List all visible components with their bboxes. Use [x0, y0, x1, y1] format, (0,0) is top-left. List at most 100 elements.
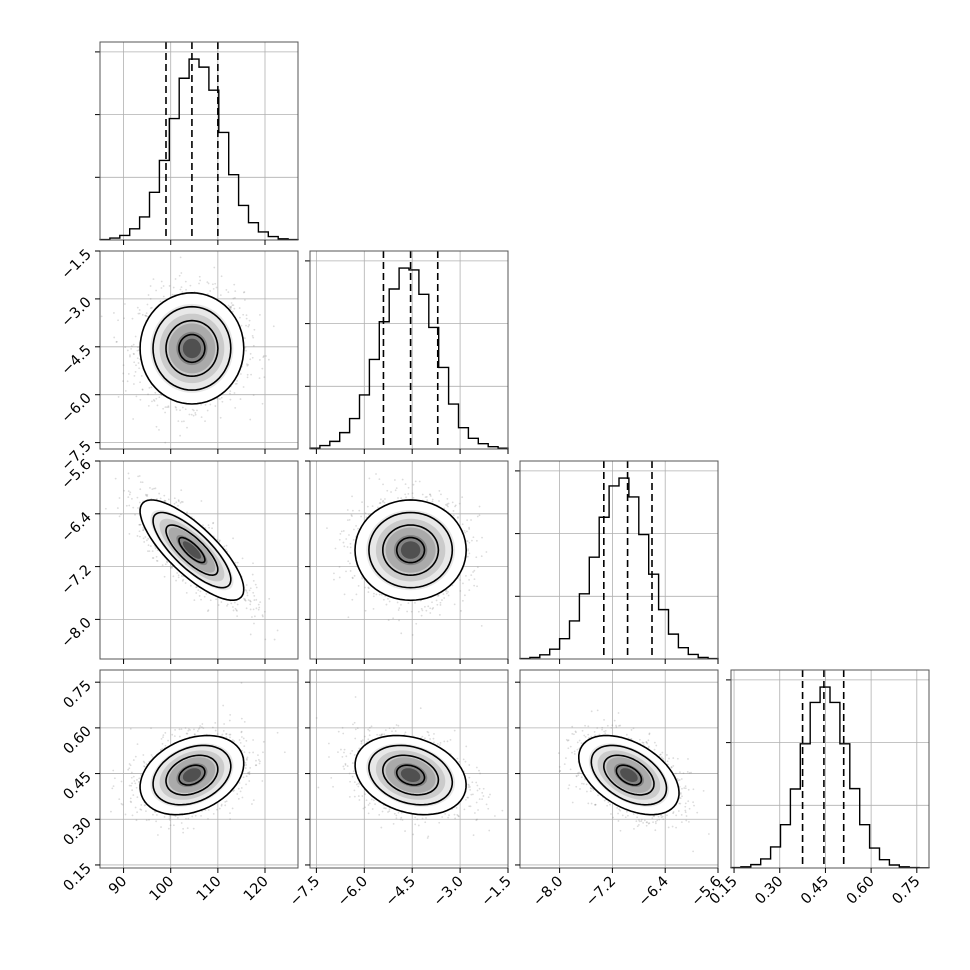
scatter-point — [117, 319, 119, 322]
scatter-point — [464, 594, 466, 597]
scatter-point — [261, 614, 264, 617]
scatter-point — [348, 534, 350, 536]
scatter-point — [411, 492, 414, 495]
scatter-point — [214, 405, 217, 407]
scatter-point — [138, 523, 141, 526]
scatter-point — [349, 570, 352, 572]
scatter-point — [155, 559, 158, 562]
scatter-point — [156, 404, 159, 407]
scatter-point — [239, 316, 241, 319]
scatter-point — [481, 536, 483, 539]
scatter-point — [445, 590, 447, 593]
scatter-point — [259, 601, 262, 604]
scatter-point — [243, 597, 245, 600]
scatter-point — [193, 599, 196, 602]
scatter-point — [156, 549, 159, 552]
scatter-point — [245, 584, 248, 586]
scatter-point — [340, 530, 343, 533]
scatter-point — [349, 546, 352, 549]
scatter-point — [175, 408, 178, 411]
scatter-point — [421, 493, 424, 496]
scatter-point — [234, 561, 237, 564]
scatter-point — [204, 420, 206, 423]
scatter-point — [174, 278, 177, 280]
scatter-point — [235, 609, 238, 611]
scatter-point — [339, 532, 342, 535]
density-panel-0-1 — [99, 250, 299, 450]
density-panel-1-2 — [309, 460, 509, 660]
scatter-point — [122, 372, 125, 375]
scatter-point — [386, 489, 389, 492]
scatter-point — [189, 584, 192, 587]
scatter-point — [135, 364, 137, 367]
scatter-point — [427, 605, 430, 608]
scatter-point — [440, 493, 442, 496]
scatter-point — [378, 593, 381, 596]
scatter-point — [167, 498, 170, 501]
scatter-point — [155, 425, 158, 428]
scatter-point — [410, 610, 413, 613]
scatter-point — [149, 297, 152, 300]
scatter-point — [346, 519, 349, 521]
scatter-point — [168, 285, 171, 287]
scatter-point — [220, 396, 223, 399]
scatter-point — [136, 496, 139, 499]
scatter-point — [232, 304, 235, 307]
scatter-point — [158, 396, 161, 399]
scatter-point — [464, 531, 467, 534]
scatter-point — [126, 380, 129, 383]
scatter-point — [245, 314, 248, 317]
scatter-point — [206, 409, 209, 412]
scatter-point — [454, 504, 457, 507]
panel-frame — [99, 250, 299, 450]
scatter-point — [326, 527, 328, 529]
scatter-point — [145, 315, 148, 318]
scatter-point — [258, 606, 261, 609]
scatter-point — [346, 546, 349, 548]
scatter-point — [446, 504, 449, 507]
scatter-point — [120, 513, 122, 516]
scatter-point — [131, 782, 133, 785]
scatter-point — [472, 536, 475, 539]
scatter-point — [432, 607, 435, 609]
scatter-point — [254, 583, 257, 586]
scatter-point — [173, 497, 176, 500]
scatter-point — [245, 590, 248, 592]
scatter-point — [415, 622, 418, 625]
scatter-point — [223, 545, 226, 548]
scatter-point — [131, 497, 133, 500]
scatter-point — [475, 539, 478, 542]
scatter-point — [239, 398, 242, 400]
scatter-point — [206, 610, 209, 613]
scatter-point — [244, 337, 246, 340]
scatter-point — [246, 373, 249, 376]
scatter-point — [225, 289, 228, 291]
scatter-point — [473, 584, 476, 587]
scatter-point — [233, 283, 236, 286]
scatter-point — [128, 477, 130, 480]
scatter-point — [136, 535, 139, 537]
scatter-point — [351, 577, 354, 580]
scatter-point — [338, 576, 341, 579]
scatter-point — [220, 275, 223, 278]
scatter-point — [216, 538, 219, 541]
scatter-point — [146, 495, 149, 497]
scatter-point — [234, 607, 237, 610]
scatter-point — [230, 602, 233, 605]
scatter-point — [235, 382, 238, 385]
scatter-point — [445, 592, 448, 595]
scatter-point — [234, 296, 236, 299]
scatter-point — [465, 540, 468, 542]
scatter-point — [347, 560, 350, 563]
scatter-point — [463, 530, 466, 532]
scatter-point — [226, 603, 229, 606]
scatter-point — [334, 547, 337, 550]
scatter-point — [180, 272, 183, 274]
panel-frame — [519, 460, 719, 660]
scatter-point — [262, 355, 265, 357]
scatter-point — [253, 328, 256, 331]
scatter-point — [213, 266, 216, 269]
scatter-point — [438, 490, 441, 492]
scatter-point — [255, 598, 258, 601]
scatter-point — [485, 551, 488, 553]
